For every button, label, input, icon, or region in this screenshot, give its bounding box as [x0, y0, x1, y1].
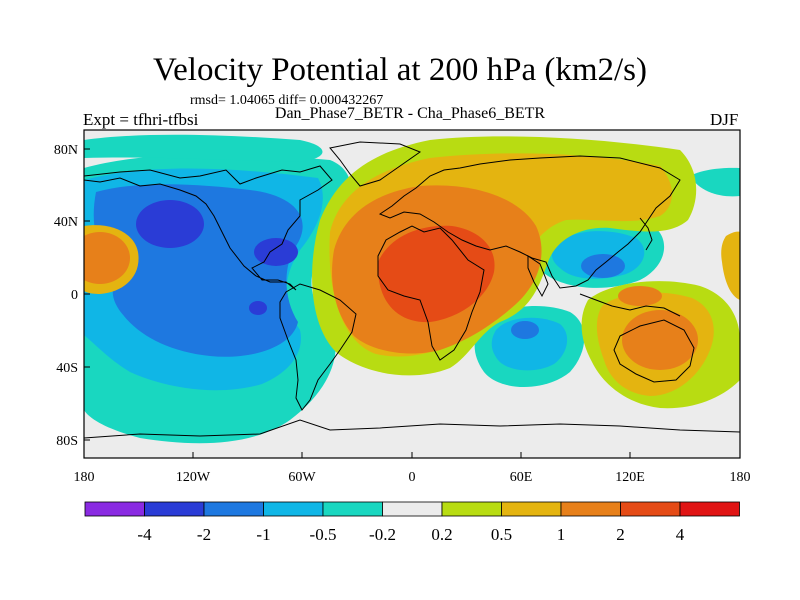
positive-core-central-pacific: [84, 232, 130, 284]
colorbar-box-2: [203, 501, 264, 517]
coastlines: [84, 141, 740, 439]
lon-label-180e: 180: [730, 470, 751, 485]
negative-core-indian-ocean: [511, 321, 539, 339]
coastline-antarctica: [84, 419, 740, 439]
lat-label-80n: 80N: [54, 143, 78, 158]
lon-label-120w: 120W: [176, 470, 211, 485]
colorbar-box-4: [322, 501, 383, 517]
longitude-axis: [83, 452, 741, 458]
negative-region-moderate-indian-ocean: [491, 317, 568, 371]
colorbar-box-9: [620, 501, 681, 517]
lat-label-40s: 40S: [56, 361, 78, 376]
coastline-africa-europe: [377, 225, 485, 361]
lon-label-60e: 60E: [510, 470, 533, 485]
colorbar-box-7: [501, 501, 562, 517]
experiment-label: Expt = tfhri-tfbsi: [83, 110, 199, 129]
latitude-axis: [84, 148, 90, 441]
colorbar-label-3: -0.5: [310, 525, 337, 544]
colorbar-label-0: -4: [137, 525, 152, 544]
negative-core-north-america: [254, 238, 298, 266]
longitude-labels: 180 120W 60W 0 60E 120E 180: [74, 470, 751, 485]
coastline-eurasia: [378, 155, 681, 289]
colorbar-box-10: [679, 501, 740, 517]
coastline-south-america: [279, 283, 357, 411]
colorbar-box-1: [144, 501, 205, 517]
colorbar-label-5: 0.2: [431, 525, 452, 544]
coastline-japan: [639, 217, 653, 251]
season-label: DJF: [710, 110, 739, 129]
colorbar-box-8: [560, 501, 621, 517]
map-field: [84, 130, 740, 458]
colorbar-box-5: [382, 501, 443, 517]
colorbar-box-6: [441, 501, 502, 517]
positive-region-very-strong: [377, 225, 495, 323]
comparison-subtitle: Dan_Phase7_BETR - Cha_Phase6_BETR: [274, 105, 546, 122]
lat-label-80s: 80S: [56, 434, 78, 449]
colorbar-label-9: 4: [676, 525, 685, 544]
positive-core-australia: [622, 310, 698, 370]
latitude-labels: 80N 40N 0 40S 80S: [54, 143, 78, 449]
positive-region-east-edge: [721, 231, 740, 300]
lat-label-0: 0: [71, 288, 78, 303]
lat-label-40n: 40N: [54, 215, 78, 230]
colorbar: [84, 501, 740, 517]
colorbar-label-7: 1: [557, 525, 566, 544]
colorbar-box-3: [263, 501, 324, 517]
colorbar-label-2: -1: [256, 525, 270, 544]
colorbar-label-6: 0.5: [491, 525, 512, 544]
colorbar-label-8: 2: [616, 525, 625, 544]
coastline-maritime-continent: [579, 293, 681, 317]
lon-label-60w: 60W: [288, 470, 316, 485]
coastline-greenland: [329, 141, 422, 187]
colorbar-label-4: -0.2: [369, 525, 396, 544]
negative-region-weak-arctic: [84, 134, 323, 162]
lon-label-120e: 120E: [615, 470, 645, 485]
negative-core-north-pacific: [136, 200, 204, 248]
coastline-australia: [613, 319, 695, 383]
rmsd-diff-stats: rmsd= 1.04065 diff= 0.000432267: [190, 93, 384, 108]
coastline-indian-peninsula: [527, 255, 549, 298]
negative-core-east-asia: [581, 254, 625, 278]
colorbar-label-1: -2: [197, 525, 211, 544]
map-title: Velocity Potential at 200 hPa (km2/s): [152, 52, 648, 88]
colorbar-box-0: [84, 501, 145, 517]
colorbar-labels: -4 -2 -1 -0.5 -0.2 0.2 0.5 1 2 4: [137, 525, 684, 544]
coastline-north-america: [84, 165, 333, 291]
lon-label-0: 0: [409, 470, 416, 485]
negative-region-weak-north-pacific-edge: [690, 167, 740, 197]
negative-core-east-pacific: [249, 301, 267, 315]
lon-label-180w: 180: [74, 470, 95, 485]
positive-core-north-australia: [618, 286, 662, 306]
